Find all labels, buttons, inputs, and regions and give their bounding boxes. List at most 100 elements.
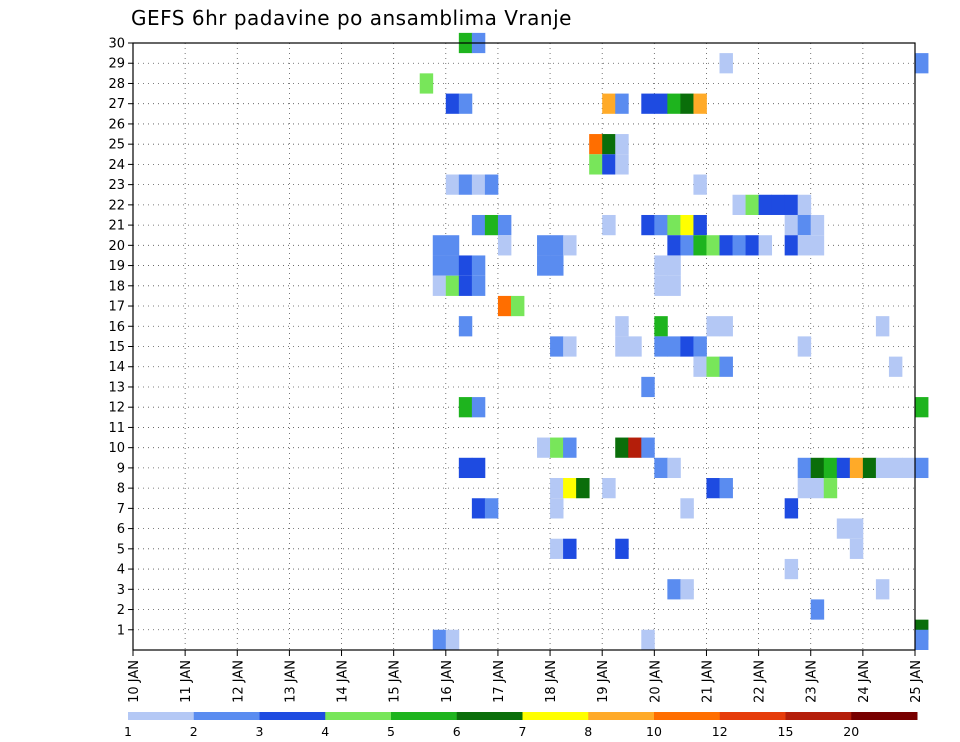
- heatmap-cell: [693, 93, 707, 114]
- heatmap-cell: [550, 336, 564, 357]
- heatmap-cell: [471, 174, 486, 195]
- y-tick-label: 30: [108, 37, 125, 52]
- heatmap-cell: [836, 457, 851, 479]
- heatmap-cell: [615, 154, 629, 175]
- heatmap-cell: [615, 538, 629, 559]
- legend-label: 2: [190, 724, 198, 739]
- heatmap-cell: [458, 457, 473, 479]
- y-tick-label: 25: [108, 138, 125, 153]
- legend-label: 3: [256, 724, 264, 739]
- heatmap-cell: [862, 457, 877, 479]
- heatmap-cell: [915, 397, 929, 418]
- heatmap-cell: [537, 255, 551, 276]
- heatmap-cell: [550, 538, 564, 559]
- heatmap-cell: [471, 214, 486, 236]
- y-tick-label: 11: [108, 421, 125, 436]
- heatmap-cell: [693, 235, 707, 256]
- heatmap-cell: [497, 235, 512, 256]
- x-tick-label: 25 JAN: [909, 660, 924, 703]
- heatmap-cell: [432, 235, 447, 256]
- heatmap-cell: [602, 154, 616, 175]
- y-tick-label: 23: [108, 178, 125, 193]
- heatmap-cell: [732, 194, 746, 215]
- heatmap-cell: [641, 437, 655, 458]
- heatmap-cell: [667, 457, 681, 479]
- y-tick-label: 18: [108, 279, 125, 294]
- heatmap-cell: [706, 316, 720, 337]
- heatmap-cell: [615, 93, 629, 114]
- heatmap-cell: [810, 599, 825, 620]
- heatmap-cell: [732, 235, 746, 256]
- y-tick-label: 12: [108, 401, 125, 416]
- heatmap-cell: [888, 457, 903, 479]
- x-tick-label: 22 JAN: [753, 660, 768, 703]
- y-tick-label: 26: [108, 117, 125, 132]
- heatmap-cell: [654, 336, 668, 357]
- heatmap-cell: [810, 235, 825, 256]
- heatmap-cell: [836, 518, 851, 539]
- heatmap-cell: [823, 478, 838, 499]
- heatmap-cell: [497, 214, 512, 236]
- heatmap-cell: [680, 579, 694, 600]
- legend-swatch: [654, 712, 721, 720]
- x-tick-label: 15 JAN: [388, 660, 403, 703]
- heatmap-cell: [432, 629, 447, 650]
- y-tick-label: 1: [117, 623, 125, 638]
- heatmap-cell: [445, 174, 460, 195]
- heatmap-cell: [915, 629, 929, 650]
- heatmap-cell: [563, 437, 577, 458]
- heatmap-cell: [797, 214, 812, 236]
- heatmap-cell: [654, 93, 668, 114]
- heatmap-cell: [706, 478, 720, 499]
- heatmap-cell: [641, 93, 655, 114]
- heatmap-cell: [784, 558, 799, 580]
- heatmap-cell: [602, 214, 616, 236]
- heatmap-cell: [589, 154, 603, 175]
- heatmap-cell: [719, 235, 733, 256]
- legend-label: 10: [646, 724, 662, 739]
- x-tick-label: 18 JAN: [544, 660, 559, 703]
- legend-swatch: [128, 712, 195, 720]
- y-tick-label: 22: [108, 198, 125, 213]
- x-tick-label: 21 JAN: [700, 660, 715, 703]
- chart-title: GEFS 6hr padavine po ansamblima Vranje: [131, 6, 572, 30]
- heatmap-cell: [784, 235, 799, 256]
- heatmap-cell: [667, 255, 681, 276]
- heatmap-cell: [680, 214, 694, 236]
- heatmap-cell: [484, 214, 499, 236]
- legend-label: 4: [321, 724, 329, 739]
- heatmap-cell: [719, 356, 733, 377]
- y-tick-label: 20: [108, 239, 125, 254]
- heatmap-cell: [758, 194, 773, 215]
- heatmap-cell: [458, 275, 473, 296]
- heatmap-cell: [875, 457, 890, 479]
- heatmap-cell: [641, 376, 655, 398]
- heatmap-cell: [589, 134, 603, 155]
- y-tick-label: 3: [117, 583, 125, 598]
- heatmap-cell: [849, 538, 864, 559]
- y-tick-label: 5: [117, 542, 125, 557]
- x-tick-label: 16 JAN: [440, 660, 455, 703]
- heatmap-cell: [432, 255, 447, 276]
- heatmap-cell: [654, 457, 668, 479]
- heatmap-cell: [641, 214, 655, 236]
- heatmap-cell: [445, 93, 460, 114]
- x-tick-label: 24 JAN: [857, 660, 872, 703]
- legend-swatch: [259, 712, 326, 720]
- heatmap-cell: [915, 53, 929, 74]
- y-axis: 1234567891011121314151617181920212223242…: [108, 37, 133, 638]
- heatmap-cell: [654, 316, 668, 337]
- heatmap-cell: [458, 174, 473, 195]
- heatmap-cell: [706, 356, 720, 377]
- heatmap-cell: [680, 336, 694, 357]
- heatmap-cell: [745, 194, 759, 215]
- legend-label: 8: [584, 724, 592, 739]
- y-tick-label: 24: [108, 158, 125, 173]
- heatmap-cell: [667, 93, 681, 114]
- x-axis: 10 JAN 11 JAN 12 JAN 13 JAN 14 JAN 15 JAN 16 J…: [127, 650, 924, 703]
- heatmap-cell: [849, 457, 864, 479]
- heatmap-cell: [667, 275, 681, 296]
- heatmap-cell: [810, 478, 825, 499]
- x-tick-label: 17 JAN: [492, 660, 507, 703]
